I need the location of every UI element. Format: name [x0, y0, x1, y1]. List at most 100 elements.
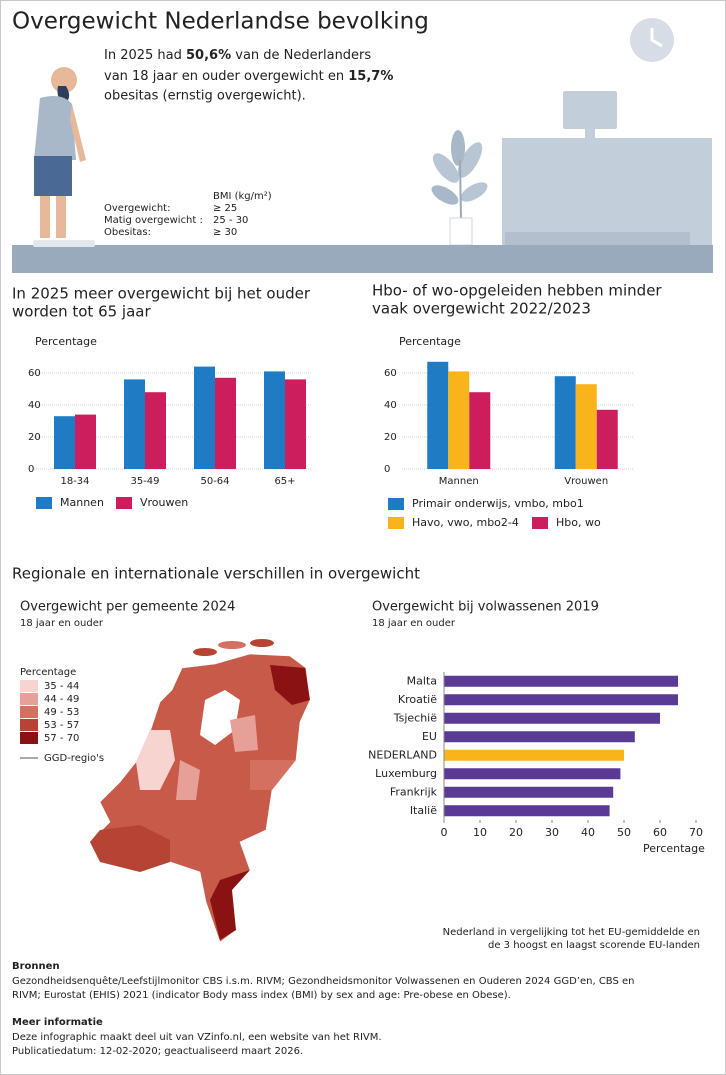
map-title: Overgewicht per gemeente 2024 — [20, 600, 235, 615]
bar — [444, 768, 621, 780]
legend-label: Havo, vwo, mbo2-4 — [412, 516, 519, 529]
x-tick-label: 20 — [509, 826, 523, 839]
legend-label: 44 - 49 — [44, 694, 79, 705]
legend-swatch — [20, 680, 38, 692]
bar — [448, 371, 470, 469]
legend-swatch — [116, 497, 132, 509]
intro: van 18 jaar en ouder overgewicht en 15,7… — [104, 69, 393, 84]
legend-swatch — [532, 517, 548, 529]
x-tick-label: 50 — [617, 826, 631, 839]
x-tick-label: 70 — [689, 826, 703, 839]
x-tick-label: 65+ — [274, 476, 295, 487]
x-tick-label: Vrouwen — [564, 476, 608, 487]
bmi-range: 25 - 30 — [213, 215, 248, 226]
bar — [444, 786, 614, 798]
legend-swatch — [20, 706, 38, 718]
bmi-label: Matig overgewicht : — [104, 215, 203, 226]
bar — [145, 392, 166, 469]
bmi-range: ≥ 25 — [213, 203, 237, 214]
legend-label: 35 - 44 — [44, 681, 79, 692]
bar — [194, 366, 215, 469]
legend-label: Mannen — [60, 496, 104, 509]
sources-line: RIVM; Eurostat (EHIS) 2021 (indicator Bo… — [12, 990, 511, 1001]
legend-swatch — [20, 693, 38, 705]
map — [89, 639, 311, 943]
bar — [444, 731, 635, 743]
x-tick-label: 0 — [441, 826, 448, 839]
bmi-label: Obesitas: — [104, 227, 151, 238]
legend-label: 49 - 53 — [44, 707, 79, 718]
y-tick-label: Tsjechië — [393, 711, 438, 724]
x-tick-label: 40 — [581, 826, 595, 839]
sources-title: Bronnen — [12, 961, 60, 972]
intro-highlight: 15,7% — [348, 69, 393, 84]
y-tick-label: Kroatië — [398, 693, 437, 706]
sources-line: Gezondheidsenquête/Leefstijlmonitor CBS … — [12, 975, 635, 987]
legend-label: 53 - 57 — [44, 720, 79, 731]
bar — [75, 414, 96, 469]
bar — [469, 392, 491, 469]
legend-swatch — [20, 719, 38, 731]
y-tick-label: Frankrijk — [390, 785, 438, 798]
y-axis-label: Percentage — [35, 335, 97, 348]
bmi-range: ≥ 30 — [213, 227, 237, 238]
y-tick-label: 0 — [384, 464, 390, 475]
x-tick-label: 30 — [545, 826, 559, 839]
legend-swatch — [20, 732, 38, 744]
bmi-table: Overgewicht: ≥ 25 Matig overgewicht : 25 - … — [104, 203, 248, 238]
x-tick-label: 50-64 — [200, 476, 229, 487]
chart-note: de 3 hoogst en laagst scorende EU-landen — [488, 940, 700, 951]
more-info-line: Publicatiedatum: 12-02-2020; geactualise… — [12, 1046, 303, 1057]
bar — [444, 712, 660, 724]
x-tick-label: 35-49 — [130, 476, 159, 487]
bar — [554, 376, 576, 469]
chart-title: In 2025 meer overgewicht bij het ouder — [12, 285, 311, 303]
intro-text: In 2025 had — [104, 48, 186, 63]
bar — [285, 379, 306, 469]
bar — [264, 371, 285, 469]
y-tick-label: NEDERLAND — [368, 748, 437, 761]
illustration — [12, 18, 713, 273]
section-title: Regionale en internationale verschillen … — [12, 565, 420, 583]
legend-label: GGD-regio's — [44, 753, 104, 764]
y-tick-label: Luxemburg — [375, 767, 437, 780]
chart-title: vaak overgewicht 2022/2023 — [372, 300, 591, 318]
y-tick-label: 20 — [384, 432, 397, 443]
chart-title: worden tot 65 jaar — [12, 303, 151, 321]
chart-note: Nederland in vergelijking tot het EU-gem… — [443, 927, 700, 938]
charts: In 2025 meer overgewicht bij het ouderwo… — [12, 282, 705, 952]
y-tick-label: 0 — [28, 464, 34, 475]
legend-label: Vrouwen — [140, 496, 188, 509]
bar — [444, 694, 678, 706]
more-info-line: Deze infographic maakt deel uit van VZin… — [12, 1032, 382, 1043]
bar — [444, 749, 624, 761]
x-tick-label: 10 — [473, 826, 487, 839]
x-axis-label: Percentage — [643, 842, 705, 855]
y-tick-label: Italië — [410, 804, 437, 817]
bar — [596, 409, 618, 469]
bar — [215, 377, 236, 469]
legend-label: Primair onderwijs, vmbo, mbo1 — [412, 497, 584, 510]
legend-swatch — [388, 517, 404, 529]
bar — [124, 379, 145, 469]
more-info-title: Meer informatie — [12, 1017, 103, 1028]
intro-text: van 18 jaar en ouder overgewicht en — [104, 69, 348, 84]
intro-text: obesitas (ernstig overgewicht). — [104, 89, 306, 104]
y-tick-label: 40 — [384, 400, 397, 411]
legend-swatch — [388, 498, 404, 510]
legend-swatch — [36, 497, 52, 509]
y-tick-label: EU — [422, 730, 437, 743]
x-tick-label: 60 — [653, 826, 667, 839]
legend-title: Percentage — [20, 667, 76, 678]
chart-subtitle: 18 jaar en ouder — [372, 618, 456, 629]
map-legend: 35 - 44 44 - 49 49 - 53 53 - 57 57 - 70 — [20, 680, 79, 744]
map-subtitle: 18 jaar en ouder — [20, 618, 104, 629]
bar — [427, 361, 449, 469]
bmi-label: Overgewicht: — [104, 203, 170, 214]
title: Overgewicht Nederlandse bevolking — [12, 9, 429, 35]
y-axis-label: Percentage — [399, 335, 461, 348]
intro: In 2025 had 50,6% van de Nederlanders — [104, 48, 371, 63]
bar — [575, 384, 597, 469]
x-tick-label: Mannen — [439, 476, 479, 487]
